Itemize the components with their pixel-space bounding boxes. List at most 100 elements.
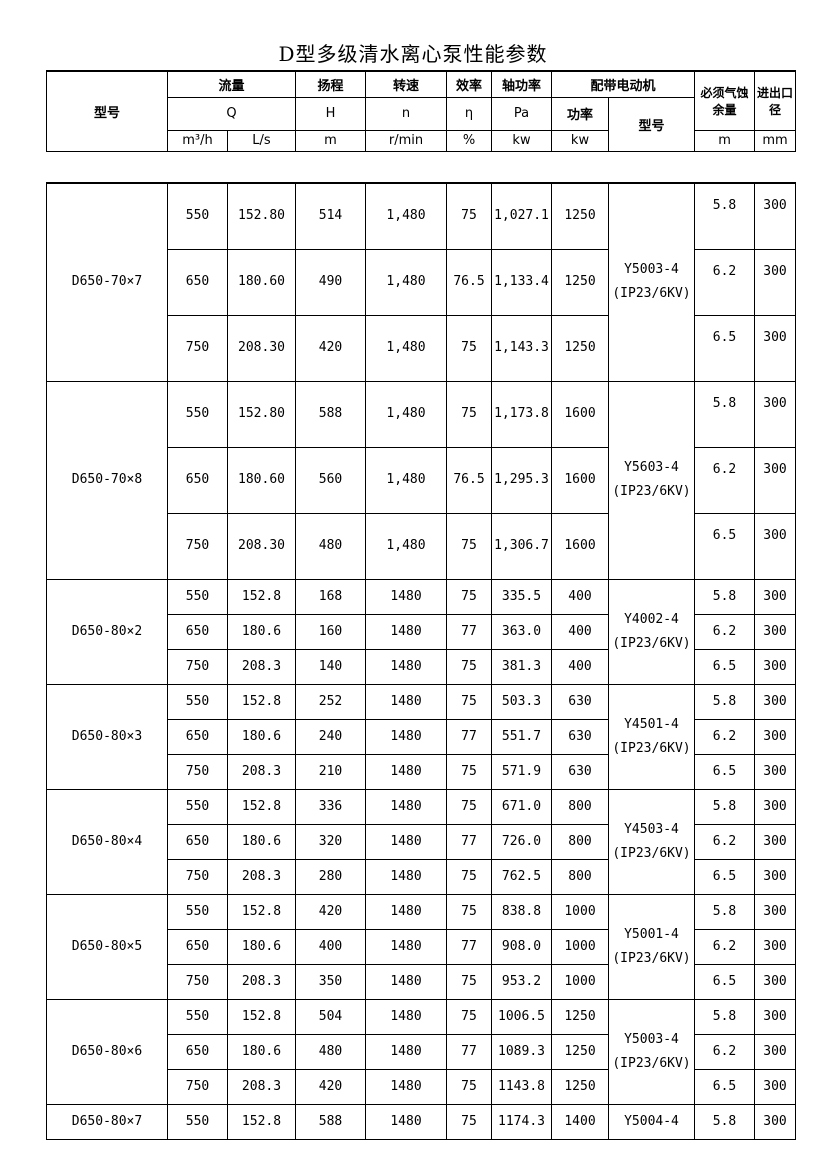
shaft-power-cell: 1,133.4 [491, 248, 552, 316]
unit-pct: % [446, 129, 493, 152]
npsh-cell: 5.8 [694, 683, 755, 720]
flow-ls-cell: 180.6 [227, 718, 296, 755]
flow-m3h-cell: 550 [167, 578, 228, 615]
port-cell: 300 [754, 578, 796, 615]
table-row: 750 208.30 420 1,480 75 1,143.3 1250 6.5 300 [47, 314, 796, 382]
flow-m3h-cell: 650 [167, 718, 228, 755]
port-cell: 300 [754, 380, 796, 448]
flow-ls-cell: 152.80 [227, 182, 296, 250]
shaft-power-cell: 908.0 [491, 928, 552, 965]
flow-m3h-cell: 650 [167, 613, 228, 650]
efficiency-cell: 75 [446, 648, 492, 685]
shaft-power-cell: 1006.5 [491, 998, 552, 1035]
header-port: 进出口径 [754, 70, 797, 131]
head-cell: 514 [295, 182, 366, 250]
npsh-cell: 5.8 [694, 788, 755, 825]
shaft-power-cell: 1,306.7 [491, 512, 552, 580]
shaft-power-cell: 762.5 [491, 858, 552, 895]
pump-model-cell: D650-80×7 [46, 1103, 168, 1140]
speed-cell: 1480 [365, 998, 447, 1035]
efficiency-cell: 77 [446, 613, 492, 650]
unit-mm: mm [754, 129, 797, 152]
flow-m3h-cell: 650 [167, 823, 228, 860]
flow-m3h-cell: 750 [167, 858, 228, 895]
header-efficiency: 效率 [446, 70, 493, 98]
flow-ls-cell: 180.6 [227, 1033, 296, 1070]
header-q: Q [166, 96, 297, 131]
shaft-power-cell: 726.0 [491, 823, 552, 860]
flow-ls-cell: 208.3 [227, 1068, 296, 1105]
table-row: D650-70×7 550 152.80 514 1,480 75 1,027.1 1250 Y… [46, 182, 796, 382]
flow-m3h-cell: 550 [167, 1103, 228, 1140]
head-cell: 240 [295, 718, 366, 755]
npsh-cell: 5.8 [694, 182, 755, 250]
npsh-cell: 6.2 [694, 823, 755, 860]
unit-rpm: r/min [365, 129, 448, 152]
npsh-cell: 6.2 [694, 718, 755, 755]
npsh-cell: 6.5 [694, 753, 755, 790]
motor-power-cell: 400 [551, 578, 609, 615]
table-row: 750 208.3 140 1480 75 381.3 400 6.5 300 [47, 648, 796, 685]
speed-cell: 1,480 [365, 512, 447, 580]
head-cell: 480 [295, 512, 366, 580]
flow-m3h-cell: 750 [167, 648, 228, 685]
motor-power-cell: 1000 [551, 928, 609, 965]
flow-m3h-cell: 750 [167, 963, 228, 1000]
npsh-cell: 5.8 [694, 893, 755, 930]
header-npsh: 必须气蚀余量 [694, 70, 756, 131]
head-cell: 168 [295, 578, 366, 615]
efficiency-cell: 75 [446, 893, 492, 930]
port-cell: 300 [754, 182, 796, 250]
efficiency-cell: 75 [446, 1068, 492, 1105]
port-cell: 300 [754, 823, 796, 860]
pump-model-cell: D650-80×3 [46, 683, 168, 790]
header-speed: 转速 [365, 70, 448, 98]
motor-power-cell: 630 [551, 753, 609, 790]
motor-power-cell: 1250 [551, 1033, 609, 1070]
flow-m3h-cell: 650 [167, 446, 228, 514]
port-cell: 300 [754, 998, 796, 1035]
npsh-cell: 6.2 [694, 1033, 755, 1070]
shaft-power-cell: 363.0 [491, 613, 552, 650]
shaft-power-cell: 571.9 [491, 753, 552, 790]
header-h: H [295, 96, 367, 131]
motor-power-cell: 1600 [551, 380, 609, 448]
efficiency-cell: 75 [446, 314, 492, 382]
port-cell: 300 [754, 893, 796, 930]
port-cell: 300 [754, 683, 796, 720]
efficiency-cell: 75 [446, 963, 492, 1000]
head-cell: 588 [295, 380, 366, 448]
flow-ls-cell: 152.8 [227, 683, 296, 720]
flow-ls-cell: 208.3 [227, 753, 296, 790]
header-motor: 配带电动机 [551, 70, 696, 98]
speed-cell: 1480 [365, 683, 447, 720]
flow-m3h-cell: 750 [167, 314, 228, 382]
flow-ls-cell: 180.60 [227, 248, 296, 316]
port-cell: 300 [754, 648, 796, 685]
data-table: D650-70×7 550 152.80 514 1,480 75 1,027.1 1250 Y… [46, 182, 796, 1140]
npsh-cell: 5.8 [694, 998, 755, 1035]
header-eta: η [446, 96, 493, 131]
efficiency-cell: 75 [446, 753, 492, 790]
motor-model-cell: Y4501-4 (IP23/6KV) [608, 683, 695, 790]
head-cell: 504 [295, 998, 366, 1035]
flow-ls-cell: 152.8 [227, 788, 296, 825]
head-cell: 420 [295, 893, 366, 930]
table-row: 650 180.60 490 1,480 76.5 1,133.4 1250 6.2 300 [47, 248, 796, 316]
pump-model-cell: D650-80×4 [46, 788, 168, 895]
flow-m3h-cell: 650 [167, 248, 228, 316]
speed-cell: 1,480 [365, 380, 447, 448]
speed-cell: 1480 [365, 1068, 447, 1105]
table-row: 750 208.3 420 1480 75 1143.8 1250 6.5 300 [47, 1068, 796, 1105]
flow-ls-cell: 152.80 [227, 380, 296, 448]
efficiency-cell: 75 [446, 380, 492, 448]
table-row: 650 180.6 160 1480 77 363.0 400 6.2 300 [47, 613, 796, 650]
npsh-cell: 6.2 [694, 446, 755, 514]
speed-cell: 1480 [365, 788, 447, 825]
flow-m3h-cell: 650 [167, 1033, 228, 1070]
header-head: 扬程 [295, 70, 367, 98]
header-pa: Pa [491, 96, 553, 131]
header-model: 型号 [46, 70, 168, 152]
unit-kw-motor: kw [551, 129, 610, 152]
port-cell: 300 [754, 1033, 796, 1070]
